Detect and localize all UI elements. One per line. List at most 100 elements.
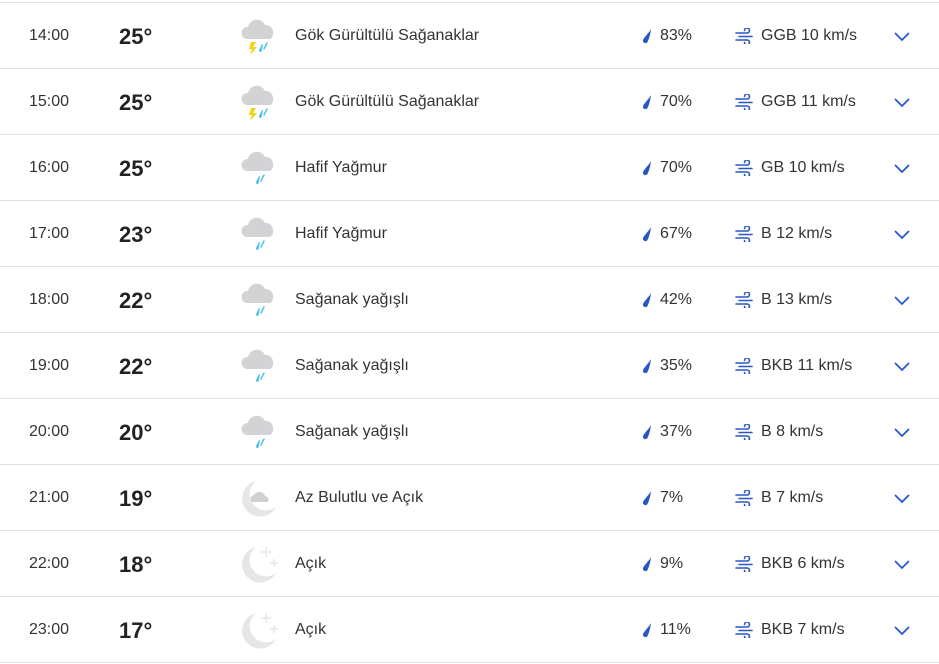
condition-label: Sağanak yağışlı [295,357,409,374]
raindrop-icon [641,490,653,506]
forecast-row[interactable]: 20:00 20° Sağanak yağışlı 37% B 8 km/s [0,399,939,465]
wind-speed: GGB 11 km/s [761,93,856,110]
expand-chevron-icon[interactable] [893,492,911,504]
temperature: 20° [119,420,153,445]
hour-label: 20:00 [29,423,70,440]
wind-icon [734,555,754,574]
precipitation-chance: 11% [660,621,691,638]
raindrop-icon [641,28,653,44]
wind-icon [734,27,754,46]
expand-chevron-icon[interactable] [893,228,911,240]
moon-stars-icon [238,609,282,653]
expand-chevron-icon[interactable] [893,96,911,108]
thunderstorm-icon [238,15,282,59]
raindrop-icon [641,226,653,242]
expand-chevron-icon[interactable] [893,624,911,636]
wind-speed: B 8 km/s [761,423,824,440]
forecast-row[interactable]: 21:00 19° Az Bulutlu ve Açık 7% B 7 km/s [0,465,939,531]
wind-speed: GGB 10 km/s [761,27,858,44]
condition-label: Hafif Yağmur [295,225,387,242]
precipitation-chance: 42% [660,291,693,308]
wind-speed: BKB 7 km/s [761,621,845,638]
condition-label: Hafif Yağmur [295,159,387,176]
wind-speed: B 12 km/s [761,225,833,242]
forecast-row[interactable]: 22:00 18° Açık 9% BKB 6 km/s [0,531,939,597]
thunderstorm-icon [238,81,282,125]
temperature: 19° [119,486,153,511]
moon-cloud-icon [238,477,282,521]
rain-cloud-icon [238,213,282,257]
precipitation-chance: 70% [660,93,693,110]
forecast-row[interactable]: 17:00 23° Hafif Yağmur 67% B 12 km/s [0,201,939,267]
raindrop-icon [641,424,653,440]
wind-icon [734,93,754,112]
temperature: 22° [119,288,153,313]
hour-label: 21:00 [29,489,70,506]
condition-label: Açık [295,555,327,572]
raindrop-icon [641,556,653,572]
moon-stars-icon [238,543,282,587]
expand-chevron-icon[interactable] [893,360,911,372]
wind-icon [734,357,754,376]
expand-chevron-icon[interactable] [893,558,911,570]
hour-label: 15:00 [29,93,70,110]
forecast-row[interactable]: 19:00 22° Sağanak yağışlı 35% BKB 11 km/… [0,333,939,399]
raindrop-icon [641,160,653,176]
wind-icon [734,423,754,442]
precipitation-chance: 35% [660,357,693,374]
precipitation-chance: 9% [660,555,684,572]
raindrop-icon [641,292,653,308]
temperature: 25° [119,156,153,181]
hour-label: 16:00 [29,159,70,176]
raindrop-icon [641,622,653,638]
forecast-row[interactable]: 18:00 22° Sağanak yağışlı 42% B 13 km/s [0,267,939,333]
expand-chevron-icon[interactable] [893,426,911,438]
temperature: 23° [119,222,153,247]
forecast-row[interactable]: 16:00 25° Hafif Yağmur 70% GB 10 km/s [0,135,939,201]
condition-label: Sağanak yağışlı [295,291,409,308]
precipitation-chance: 67% [660,225,693,242]
condition-label: Gök Gürültülü Sağanaklar [295,93,480,110]
condition-label: Sağanak yağışlı [295,423,409,440]
hour-label: 22:00 [29,555,70,572]
wind-icon [734,621,754,640]
hour-label: 19:00 [29,357,70,374]
hour-label: 14:00 [29,27,70,44]
temperature: 25° [119,90,153,115]
wind-icon [734,291,754,310]
hour-label: 23:00 [29,621,70,638]
hour-label: 17:00 [29,225,70,242]
wind-speed: BKB 6 km/s [761,555,845,572]
wind-speed: GB 10 km/s [761,159,845,176]
rain-cloud-icon [238,147,282,191]
temperature: 25° [119,24,153,49]
wind-speed: B 13 km/s [761,291,833,308]
temperature: 22° [119,354,153,379]
forecast-row[interactable]: 14:00 25° Gök Gürültülü Sağanaklar 83% G… [0,3,939,69]
forecast-row[interactable]: 15:00 25° Gök Gürültülü Sağanaklar 70% G… [0,69,939,135]
rain-cloud-icon [238,411,282,455]
raindrop-icon [641,358,653,374]
condition-label: Açık [295,621,327,638]
precipitation-chance: 37% [660,423,693,440]
wind-speed: B 7 km/s [761,489,824,506]
expand-chevron-icon[interactable] [893,162,911,174]
condition-label: Az Bulutlu ve Açık [295,489,424,506]
precipitation-chance: 7% [660,489,684,506]
precipitation-chance: 70% [660,159,693,176]
rain-cloud-icon [238,279,282,323]
temperature: 18° [119,552,153,577]
temperature: 17° [119,618,153,643]
precipitation-chance: 83% [660,27,693,44]
condition-label: Gök Gürültülü Sağanaklar [295,27,480,44]
wind-speed: BKB 11 km/s [761,357,853,374]
expand-chevron-icon[interactable] [893,30,911,42]
wind-icon [734,225,754,244]
wind-icon [734,159,754,178]
rain-cloud-icon [238,345,282,389]
raindrop-icon [641,94,653,110]
forecast-row[interactable]: 23:00 17° Açık 11% BKB 7 km/s [0,597,939,663]
wind-icon [734,489,754,508]
expand-chevron-icon[interactable] [893,294,911,306]
